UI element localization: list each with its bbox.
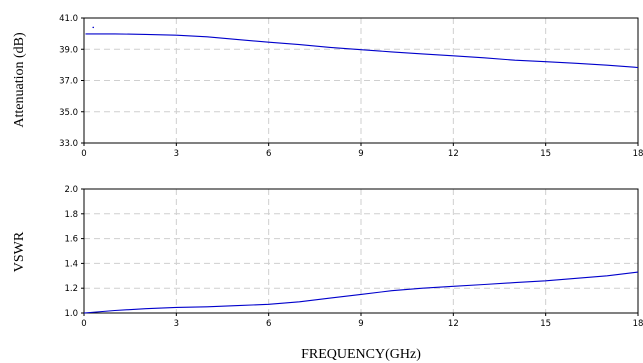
vswr-y-tick-label: 1.2 — [64, 284, 78, 294]
vswr-y-tick-label: 1.8 — [64, 210, 78, 220]
vswr-y-tick-label: 2.0 — [64, 185, 78, 195]
attenuation-y-tick-label: 35.0 — [59, 108, 78, 118]
attenuation-x-tick-label: 3 — [174, 149, 179, 159]
vswr-x-tick-label: 9 — [358, 319, 363, 329]
attenuation-y-tick-label: 41.0 — [59, 14, 78, 24]
attenuation-series-line — [85, 33, 639, 69]
attenuation-y-tick-label: 37.0 — [59, 77, 78, 87]
attenuation-y-tick-label: 39.0 — [59, 45, 78, 55]
vswr-y-tick-label: 1.0 — [64, 309, 78, 319]
vswr-x-tick-label: 18 — [633, 319, 643, 329]
vswr-x-tick-label: 6 — [266, 319, 271, 329]
attenuation-panel: 0 3 6 9 12 15 18 33.0 35.0 37.0 39.0 41.0 — [59, 14, 643, 159]
vswr-x-tick-label: 12 — [448, 319, 459, 329]
attenuation-x-tick-label: 0 — [81, 149, 86, 159]
vswr-y-tick-label: 1.4 — [64, 259, 78, 269]
vswr-x-tick-label: 15 — [540, 319, 551, 329]
attenuation-y-axis-title: Attenuation (dB) — [12, 32, 27, 128]
attenuation-x-tick-label: 6 — [266, 149, 271, 159]
vswr-y-axis-title: VSWR — [12, 231, 27, 272]
frequency-x-axis-title: FREQUENCY(GHz) — [301, 347, 421, 362]
attenuation-x-tick-label: 18 — [633, 149, 643, 159]
attenuation-x-tick-label: 15 — [540, 149, 551, 159]
vswr-panel: 0 3 6 9 12 15 18 1.0 1.2 1.4 1.6 1.8 2.0 — [64, 185, 643, 329]
attenuation-x-tick-label: 12 — [448, 149, 459, 159]
vswr-y-tick-label: 1.6 — [64, 235, 78, 245]
vswr-x-tick-label: 3 — [174, 319, 179, 329]
vswr-series-line — [83, 271, 639, 314]
attenuation-y-tick-label: 33.0 — [59, 139, 78, 149]
vswr-x-tick-label: 0 — [81, 319, 86, 329]
attenuation-x-tick-label: 9 — [358, 149, 363, 159]
attenuation-annotation-dot — [92, 26, 95, 29]
